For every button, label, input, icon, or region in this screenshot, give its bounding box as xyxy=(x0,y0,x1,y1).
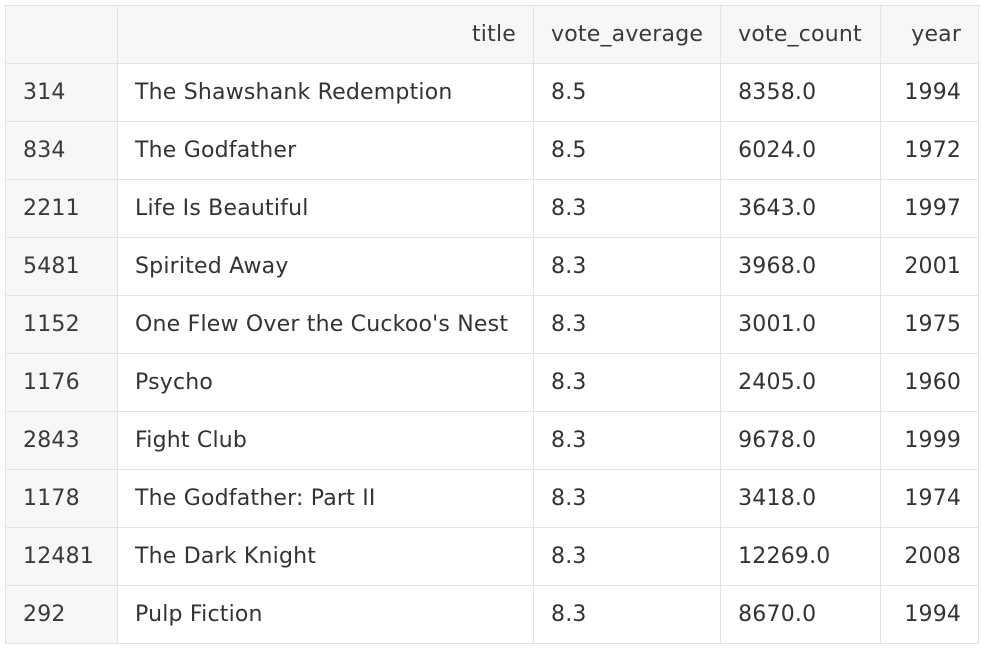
cell-vote-count: 12269.0 xyxy=(720,527,882,586)
cell-vote-count: 6024.0 xyxy=(720,121,882,180)
cell-vote-average: 8.3 xyxy=(532,353,722,412)
cell-title: The Godfather xyxy=(117,121,534,180)
cell-vote-count: 8670.0 xyxy=(720,585,882,644)
cell-title: The Godfather: Part II xyxy=(117,469,534,528)
cell-title: Spirited Away xyxy=(117,237,534,296)
header-row: title vote_average vote_count year xyxy=(5,5,980,64)
table-row: 1152 One Flew Over the Cuckoo's Nest 8.3… xyxy=(5,295,980,354)
table-body: 314 The Shawshank Redemption 8.5 8358.0 … xyxy=(5,63,980,644)
table-row: 834 The Godfather 8.5 6024.0 1972 xyxy=(5,121,980,180)
cell-vote-average: 8.3 xyxy=(532,237,722,296)
cell-title: The Shawshank Redemption xyxy=(117,63,534,122)
column-header-title: title xyxy=(117,5,534,64)
row-index: 1178 xyxy=(5,469,118,528)
cell-vote-count: 3643.0 xyxy=(720,179,882,238)
cell-title: One Flew Over the Cuckoo's Nest xyxy=(117,295,534,354)
cell-year: 1994 xyxy=(880,585,980,644)
row-index: 314 xyxy=(5,63,118,122)
cell-year: 1994 xyxy=(880,63,980,122)
cell-title: Psycho xyxy=(117,353,534,412)
row-index: 1176 xyxy=(5,353,118,412)
cell-vote-average: 8.3 xyxy=(532,295,722,354)
cell-vote-average: 8.5 xyxy=(532,63,722,122)
cell-vote-average: 8.3 xyxy=(532,469,722,528)
cell-vote-count: 3968.0 xyxy=(720,237,882,296)
cell-vote-count: 3418.0 xyxy=(720,469,882,528)
cell-year: 2008 xyxy=(880,527,980,586)
cell-title: Pulp Fiction xyxy=(117,585,534,644)
cell-year: 1997 xyxy=(880,179,980,238)
cell-vote-average: 8.3 xyxy=(532,527,722,586)
cell-year: 1972 xyxy=(880,121,980,180)
cell-vote-average: 8.3 xyxy=(532,585,722,644)
row-index: 2211 xyxy=(5,179,118,238)
table-row: 1176 Psycho 8.3 2405.0 1960 xyxy=(5,353,980,412)
cell-year: 2001 xyxy=(880,237,980,296)
row-index: 834 xyxy=(5,121,118,180)
cell-vote-count: 9678.0 xyxy=(720,411,882,470)
column-header-year: year xyxy=(880,5,980,64)
row-index: 1152 xyxy=(5,295,118,354)
column-header-vote-average: vote_average xyxy=(532,5,722,64)
cell-vote-average: 8.3 xyxy=(532,179,722,238)
row-index: 12481 xyxy=(5,527,118,586)
cell-vote-count: 8358.0 xyxy=(720,63,882,122)
cell-year: 1960 xyxy=(880,353,980,412)
row-index: 2843 xyxy=(5,411,118,470)
table-row: 2843 Fight Club 8.3 9678.0 1999 xyxy=(5,411,980,470)
cell-year: 1975 xyxy=(880,295,980,354)
table-row: 1178 The Godfather: Part II 8.3 3418.0 1… xyxy=(5,469,980,528)
cell-year: 1999 xyxy=(880,411,980,470)
column-header-vote-count: vote_count xyxy=(720,5,882,64)
table-row: 5481 Spirited Away 8.3 3968.0 2001 xyxy=(5,237,980,296)
cell-year: 1974 xyxy=(880,469,980,528)
dataframe-table: title vote_average vote_count year 314 T… xyxy=(5,5,980,644)
cell-title: Life Is Beautiful xyxy=(117,179,534,238)
row-index: 5481 xyxy=(5,237,118,296)
cell-vote-average: 8.5 xyxy=(532,121,722,180)
table-header: title vote_average vote_count year xyxy=(5,5,980,64)
row-index: 292 xyxy=(5,585,118,644)
table-row: 292 Pulp Fiction 8.3 8670.0 1994 xyxy=(5,585,980,644)
table-row: 2211 Life Is Beautiful 8.3 3643.0 1997 xyxy=(5,179,980,238)
index-column-header xyxy=(5,5,118,64)
cell-vote-count: 3001.0 xyxy=(720,295,882,354)
cell-title: The Dark Knight xyxy=(117,527,534,586)
table-row: 12481 The Dark Knight 8.3 12269.0 2008 xyxy=(5,527,980,586)
table-row: 314 The Shawshank Redemption 8.5 8358.0 … xyxy=(5,63,980,122)
cell-title: Fight Club xyxy=(117,411,534,470)
cell-vote-count: 2405.0 xyxy=(720,353,882,412)
cell-vote-average: 8.3 xyxy=(532,411,722,470)
